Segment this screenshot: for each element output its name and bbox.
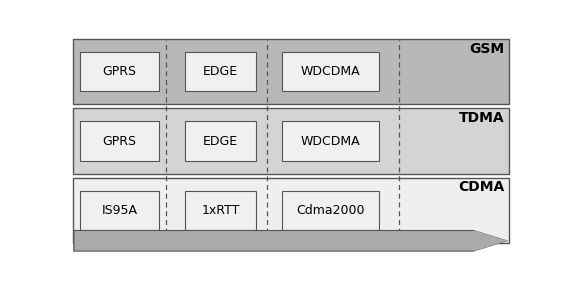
- Text: EDGE: EDGE: [203, 134, 238, 148]
- Bar: [80, 191, 159, 230]
- FancyArrow shape: [74, 231, 508, 251]
- Bar: [185, 122, 256, 161]
- Text: IS95A: IS95A: [102, 204, 137, 217]
- Text: GSM: GSM: [470, 42, 504, 56]
- Text: WDCDMA: WDCDMA: [301, 134, 361, 148]
- Bar: [185, 191, 256, 230]
- Bar: [73, 178, 509, 243]
- Text: GPRS: GPRS: [102, 65, 136, 78]
- Bar: [282, 122, 379, 161]
- Text: TDMA: TDMA: [459, 111, 504, 125]
- Text: Cdma2000: Cdma2000: [296, 204, 365, 217]
- Text: WDCDMA: WDCDMA: [301, 65, 361, 78]
- FancyArrow shape: [73, 230, 508, 252]
- Bar: [282, 52, 379, 91]
- Bar: [73, 39, 509, 105]
- Bar: [80, 52, 159, 91]
- Bar: [185, 52, 256, 91]
- Text: 1xRTT: 1xRTT: [202, 204, 240, 217]
- Bar: [73, 108, 509, 174]
- Bar: [282, 191, 379, 230]
- Bar: [80, 122, 159, 161]
- Text: EDGE: EDGE: [203, 65, 238, 78]
- Text: CDMA: CDMA: [458, 181, 504, 194]
- Text: GPRS: GPRS: [102, 134, 136, 148]
